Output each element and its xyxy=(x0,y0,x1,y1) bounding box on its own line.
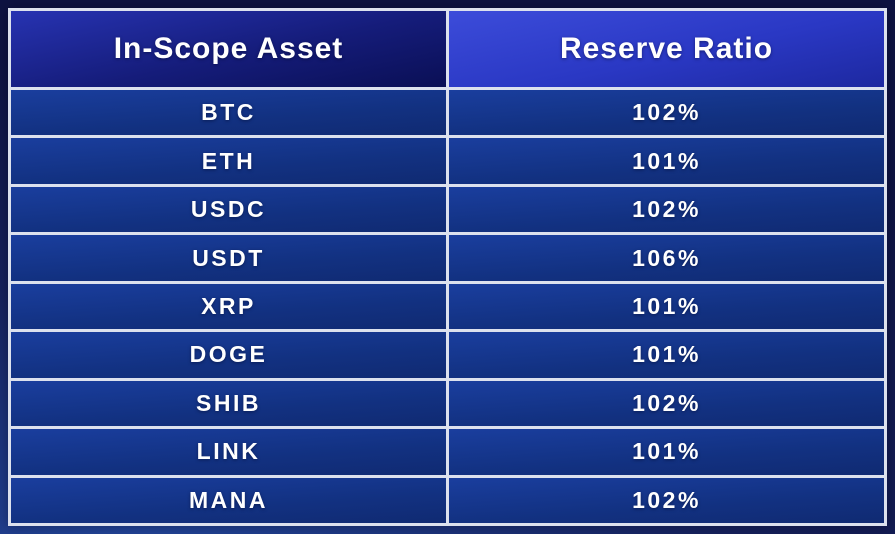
cell-asset: LINK xyxy=(11,429,446,475)
cell-asset: USDT xyxy=(11,235,446,281)
table-row: ETH 101% xyxy=(11,135,884,184)
table-row: USDC 102% xyxy=(11,183,884,233)
table-row: SHIB 102% xyxy=(11,377,884,427)
reserve-ratio-table: In-Scope Asset Reserve Ratio BTC 102% ETH 1… xyxy=(8,8,887,526)
table-row: LINK 101% xyxy=(11,426,884,475)
cell-reserve-ratio: 101% xyxy=(446,429,884,475)
cell-reserve-ratio: 102% xyxy=(446,90,884,136)
column-header-in-scope-asset: In-Scope Asset xyxy=(11,11,446,87)
table-row: XRP 101% xyxy=(11,280,884,330)
column-header-reserve-ratio: Reserve Ratio xyxy=(446,11,884,87)
cell-asset: MANA xyxy=(11,477,446,523)
table-header-row: In-Scope Asset Reserve Ratio xyxy=(11,11,884,87)
cell-asset: BTC xyxy=(11,90,446,136)
cell-reserve-ratio: 106% xyxy=(446,235,884,281)
table-row: USDT 106% xyxy=(11,232,884,281)
table-row: DOGE 101% xyxy=(11,329,884,378)
table-row: MANA 102% xyxy=(11,474,884,523)
cell-asset: DOGE xyxy=(11,332,446,378)
cell-reserve-ratio: 102% xyxy=(446,186,884,233)
cell-reserve-ratio: 102% xyxy=(446,477,884,523)
cell-reserve-ratio: 101% xyxy=(446,332,884,378)
table-row: BTC 102% xyxy=(11,87,884,136)
cell-reserve-ratio: 102% xyxy=(446,380,884,427)
cell-asset: XRP xyxy=(11,283,446,330)
cell-reserve-ratio: 101% xyxy=(446,138,884,184)
cell-reserve-ratio: 101% xyxy=(446,283,884,330)
cell-asset: USDC xyxy=(11,186,446,233)
cell-asset: ETH xyxy=(11,138,446,184)
cell-asset: SHIB xyxy=(11,380,446,427)
